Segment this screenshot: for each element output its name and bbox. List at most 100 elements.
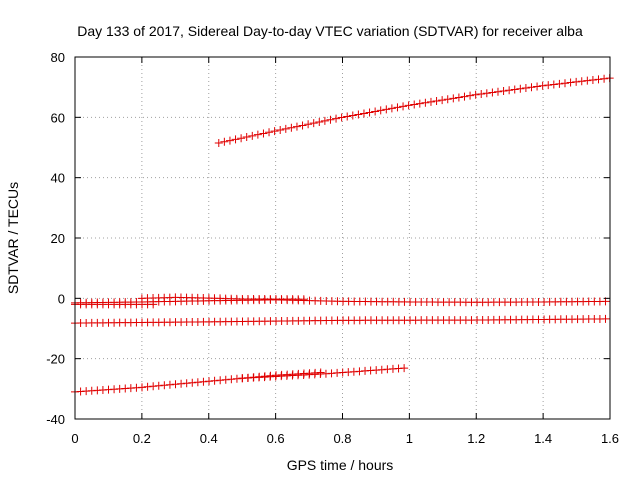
data-point [231,135,240,144]
data-point [138,383,147,392]
data-point [404,101,413,110]
data-point [426,97,435,106]
x-tick-label: 0 [71,431,78,446]
data-point [382,105,391,114]
x-tick-label: 1 [406,431,413,446]
data-point [242,133,251,142]
data-point [415,99,424,108]
x-axis-label: GPS time / hours [287,457,394,473]
data-point [421,98,430,107]
data-point [149,382,158,391]
series-satellite-lower-short [238,364,409,383]
data-point [227,375,236,384]
data-point [477,90,486,99]
data-point [365,108,374,117]
x-tick-label: 0.6 [267,431,285,446]
data-point [572,77,581,86]
data-point [432,96,441,105]
data-point [443,95,452,104]
data-point [454,93,463,102]
data-point [527,83,536,92]
data-point [270,127,279,136]
data-point [544,81,553,90]
y-tick-label: 20 [51,231,65,246]
data-point [471,90,480,99]
data-point [315,118,324,127]
x-tick-label: 0.8 [333,431,351,446]
y-tick-label: 80 [51,50,65,65]
data-point [488,88,497,97]
data-point [566,78,575,87]
data-point [600,74,609,83]
data-point [320,116,329,125]
x-tick-label: 1.4 [534,431,552,446]
x-tick-label: 1.2 [467,431,485,446]
data-point [205,377,214,386]
data-point [359,109,368,118]
y-tick-label: -40 [46,412,65,427]
y-axis-label: SDTVAR / TECUs [5,182,21,294]
data-point [165,380,174,389]
data-point [583,76,592,85]
data-point [343,112,352,121]
data-point [588,76,597,85]
data-point [521,83,530,92]
data-point [326,115,335,124]
data-point [304,120,313,129]
data-point [354,110,363,119]
data-point [193,378,202,387]
data-point [248,131,257,140]
data-point [177,379,186,388]
data-point [387,104,396,113]
data-point [182,379,191,388]
data-point [309,119,318,128]
data-point [225,136,234,145]
y-tick-label: 0 [58,291,65,306]
data-point [332,114,341,123]
data-point [560,79,569,88]
data-point [533,82,542,91]
data-point [237,134,246,143]
ticks-layer: 0 0.2 0.4 0.6 0.8 1 1.2 1.4 1.6 -40 -20 0 20 40 60 80 [46,50,619,446]
data-point [371,107,380,116]
data-point [449,94,458,103]
data-point [410,100,419,109]
data-point [216,376,225,385]
data-point [220,137,229,146]
data-point [549,80,558,89]
data-point [253,130,262,139]
data-point [505,86,514,95]
data-point [493,87,502,96]
x-tick-label: 1.6 [601,431,619,446]
data-point [281,124,290,133]
y-tick-label: -20 [46,352,65,367]
chart-title: Day 133 of 2017, Sidereal Day-to-day VTE… [77,23,583,39]
series-satellite-near-zero-b [71,300,158,309]
data-point [510,85,519,94]
data-point [438,96,447,105]
data-point [276,125,285,134]
y-tick-label: 40 [51,171,65,186]
data-point [292,122,301,131]
data-point [188,378,197,387]
data-point [400,364,409,373]
data-point [210,376,219,385]
data-point [259,129,268,138]
data-point [594,75,603,84]
data-point [601,314,610,323]
data-point [482,89,491,98]
data-point [337,113,346,122]
y-tick-label: 60 [51,110,65,125]
series-satellite-near-zero-c [137,293,308,304]
data-point [160,381,169,390]
data-point [399,102,408,111]
data-point [171,380,180,389]
data-point [555,79,564,88]
data-point [154,381,163,390]
data-point [393,103,402,112]
data-point [199,377,208,386]
data-point [516,84,525,93]
data-point [460,92,469,101]
data-point [348,111,357,120]
